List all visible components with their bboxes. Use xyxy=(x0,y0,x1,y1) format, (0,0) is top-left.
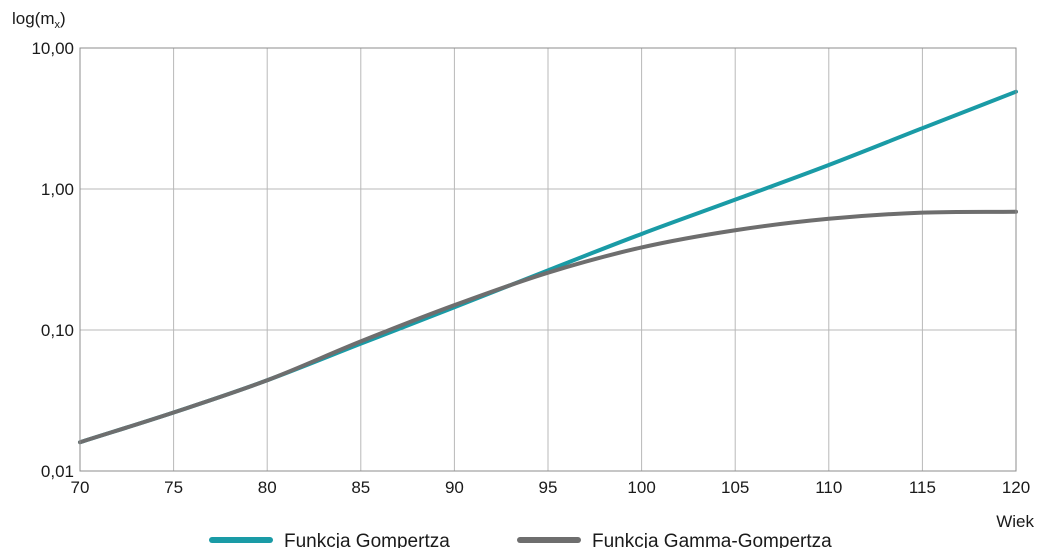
y-tick-label: 0,10 xyxy=(41,321,74,340)
x-tick-label: 115 xyxy=(909,478,936,497)
y-axis-label-subscript: x xyxy=(55,19,61,31)
x-axis-label: Wiek xyxy=(996,512,1034,531)
x-tick-label: 95 xyxy=(539,478,558,497)
y-tick-labels: 0,01 0,10 1,00 10,00 xyxy=(31,39,74,481)
x-tick-label: 110 xyxy=(815,478,842,497)
x-tick-label: 90 xyxy=(445,478,464,497)
legend-label-gompertz: Funkcja Gompertza xyxy=(284,531,450,548)
x-tick-label: 70 xyxy=(71,478,90,497)
y-tick-label: 0,01 xyxy=(41,462,74,481)
legend-label-gamma-gompertz: Funkcja Gamma-Gompertza xyxy=(592,531,832,548)
plot-frame xyxy=(79,47,1017,472)
x-tick-labels: 70 75 80 85 90 95 100 105 110 115 120 xyxy=(71,478,1031,497)
y-axis-label-main: log(m xyxy=(12,9,55,28)
x-tick-label: 85 xyxy=(351,478,370,497)
grid xyxy=(79,47,1017,472)
y-axis-label: log(mx) xyxy=(12,9,66,31)
x-tick-label: 80 xyxy=(258,478,277,497)
x-tick-label: 120 xyxy=(1002,478,1030,497)
x-tick-label: 105 xyxy=(721,478,749,497)
series-layer xyxy=(78,89,1018,445)
y-tick-label: 10,00 xyxy=(31,39,74,58)
x-tick-label: 100 xyxy=(627,478,655,497)
y-axis-label-close: ) xyxy=(60,9,66,28)
y-tick-label: 1,00 xyxy=(41,180,74,199)
x-tick-label: 75 xyxy=(164,478,183,497)
legend: Funkcja Gompertza Funkcja Gamma-Gompertza xyxy=(209,531,832,548)
series-line-gamma-gompertz xyxy=(78,209,1018,445)
